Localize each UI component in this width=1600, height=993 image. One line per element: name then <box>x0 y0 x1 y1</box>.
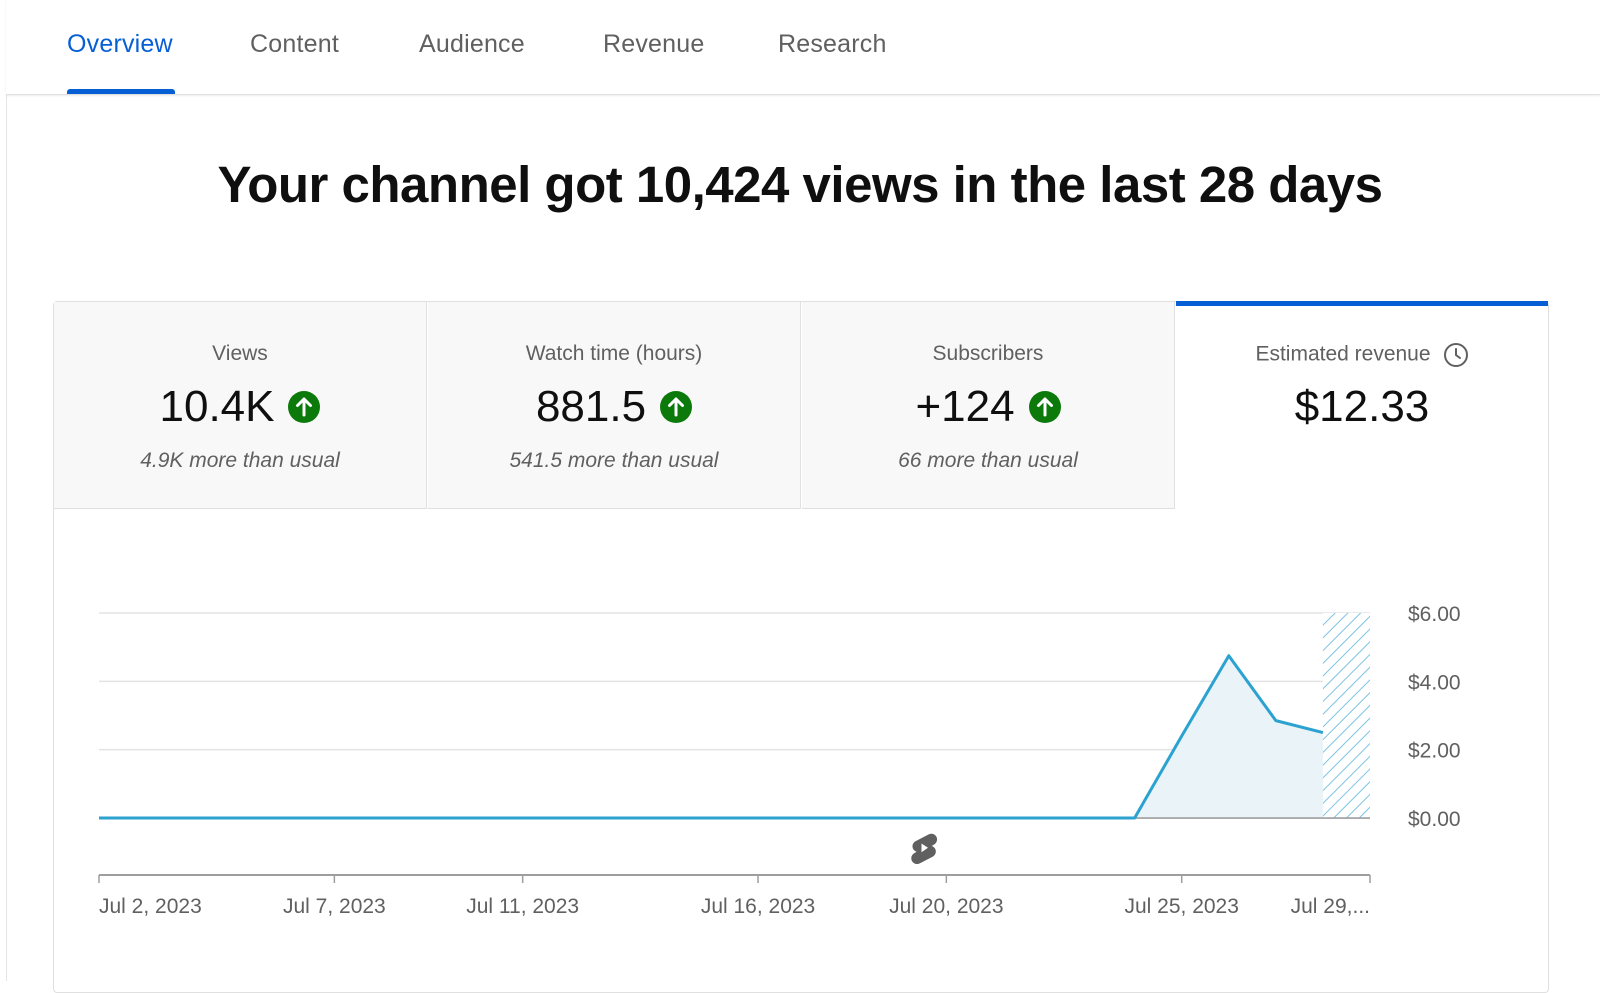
series-line <box>99 656 1323 818</box>
x-tick-label: Jul 20, 2023 <box>889 895 1003 918</box>
x-tick-label: Jul 2, 2023 <box>99 895 202 918</box>
x-tick-label: Jul 7, 2023 <box>283 895 386 918</box>
x-tick-label: Jul 11, 2023 <box>466 895 579 918</box>
y-tick-label: $2.00 <box>1408 740 1461 763</box>
shorts-icon[interactable] <box>911 832 937 864</box>
estimated-period <box>1323 613 1370 818</box>
x-tick-label: Jul 29,... <box>1291 895 1370 918</box>
y-tick-label: $6.00 <box>1408 603 1461 626</box>
x-tick-label: Jul 16, 2023 <box>701 895 815 918</box>
x-tick-label: Jul 25, 2023 <box>1124 895 1238 918</box>
y-tick-label: $0.00 <box>1408 808 1461 831</box>
y-tick-label: $4.00 <box>1408 671 1461 694</box>
series-area <box>1135 656 1323 818</box>
